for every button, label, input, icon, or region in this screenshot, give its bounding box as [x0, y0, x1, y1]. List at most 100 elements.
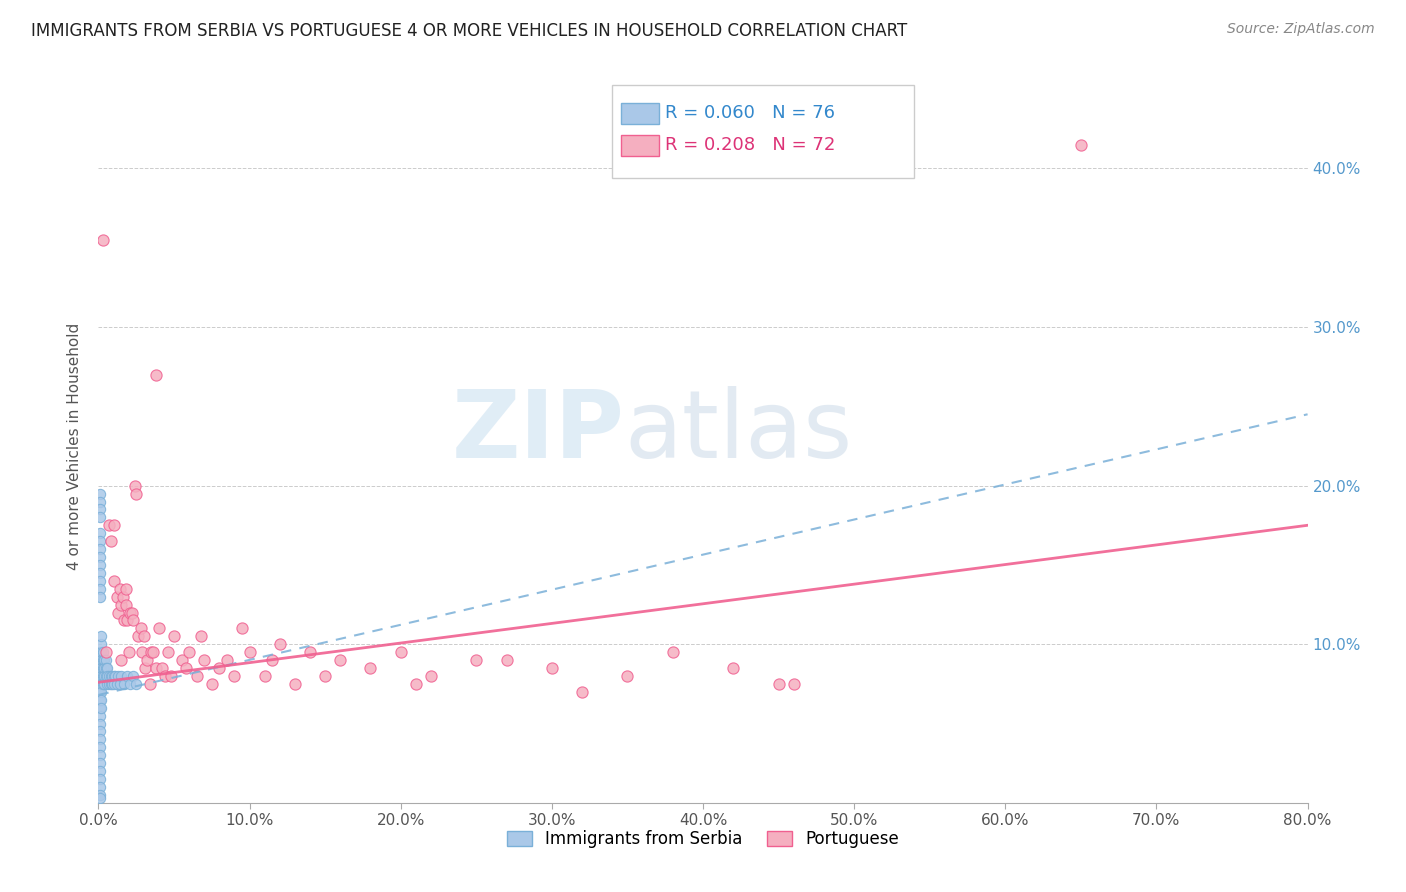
Text: R = 0.060   N = 76: R = 0.060 N = 76 — [665, 104, 835, 122]
Point — [208, 661, 231, 675]
Point — [89, 549, 111, 564]
Point — [93, 653, 115, 667]
Point — [105, 677, 128, 691]
Point — [89, 791, 111, 805]
Point — [90, 629, 112, 643]
Point — [89, 542, 111, 557]
Point — [91, 653, 114, 667]
Point — [148, 621, 170, 635]
Text: atlas: atlas — [624, 385, 852, 478]
Text: IMMIGRANTS FROM SERBIA VS PORTUGUESE 4 OR MORE VEHICLES IN HOUSEHOLD CORRELATION: IMMIGRANTS FROM SERBIA VS PORTUGUESE 4 O… — [31, 22, 907, 40]
Point — [215, 653, 238, 667]
Point — [96, 677, 118, 691]
Point — [360, 661, 382, 675]
Point — [89, 708, 111, 723]
Point — [89, 582, 111, 596]
Point — [571, 685, 593, 699]
Point — [89, 566, 111, 580]
Point — [239, 645, 262, 659]
Point — [141, 645, 163, 659]
Point — [91, 677, 114, 691]
Point — [103, 574, 125, 588]
Point — [100, 669, 122, 683]
Point — [121, 606, 143, 620]
Point — [122, 669, 145, 683]
Point — [124, 478, 146, 492]
Point — [98, 518, 121, 533]
Point — [89, 486, 111, 500]
Point — [89, 574, 111, 588]
Point — [112, 677, 135, 691]
Point — [163, 629, 186, 643]
Point — [120, 677, 142, 691]
Point — [495, 653, 517, 667]
Point — [1070, 137, 1092, 152]
Point — [125, 486, 148, 500]
Point — [224, 669, 246, 683]
Point — [114, 598, 136, 612]
Point — [111, 590, 134, 604]
Point — [89, 724, 111, 739]
Point — [389, 645, 412, 659]
Point — [89, 645, 111, 659]
Point — [89, 653, 111, 667]
Legend: Immigrants from Serbia, Portuguese: Immigrants from Serbia, Portuguese — [501, 824, 905, 855]
Point — [94, 669, 117, 683]
Point — [112, 614, 135, 628]
Point — [231, 621, 253, 635]
Point — [420, 669, 443, 683]
Point — [89, 764, 111, 778]
Point — [91, 669, 114, 683]
Point — [107, 606, 129, 620]
Point — [540, 661, 562, 675]
Point — [101, 669, 124, 683]
Point — [104, 669, 127, 683]
Text: ZIP: ZIP — [451, 385, 624, 478]
Text: R = 0.208   N = 72: R = 0.208 N = 72 — [665, 136, 835, 154]
Point — [661, 645, 683, 659]
Point — [145, 661, 167, 675]
Point — [91, 645, 114, 659]
Point — [122, 614, 145, 628]
Point — [768, 677, 790, 691]
Text: Source: ZipAtlas.com: Source: ZipAtlas.com — [1227, 22, 1375, 37]
Point — [108, 582, 131, 596]
Point — [89, 732, 111, 747]
Point — [89, 716, 111, 731]
Point — [142, 645, 165, 659]
Point — [153, 669, 176, 683]
Point — [90, 700, 112, 714]
Point — [135, 653, 157, 667]
Point — [100, 677, 122, 691]
Point — [269, 637, 291, 651]
Point — [90, 677, 112, 691]
Point — [103, 669, 125, 683]
Point — [193, 653, 215, 667]
Point — [93, 669, 115, 683]
Point — [89, 510, 111, 524]
Point — [145, 368, 167, 382]
Point — [98, 677, 121, 691]
Point — [90, 653, 112, 667]
Point — [465, 653, 488, 667]
Point — [93, 661, 115, 675]
Point — [89, 756, 111, 771]
Point — [90, 637, 112, 651]
Point — [103, 518, 125, 533]
Point — [89, 661, 111, 675]
Point — [89, 685, 111, 699]
Point — [98, 669, 121, 683]
Point — [179, 645, 201, 659]
Point — [118, 645, 141, 659]
Point — [108, 677, 131, 691]
Point — [134, 661, 156, 675]
Point — [89, 677, 111, 691]
Point — [90, 661, 112, 675]
Point — [90, 669, 112, 683]
Point — [89, 772, 111, 786]
Point — [91, 661, 114, 675]
Point — [262, 653, 284, 667]
Point — [96, 661, 118, 675]
Point — [299, 645, 322, 659]
Point — [96, 669, 118, 683]
